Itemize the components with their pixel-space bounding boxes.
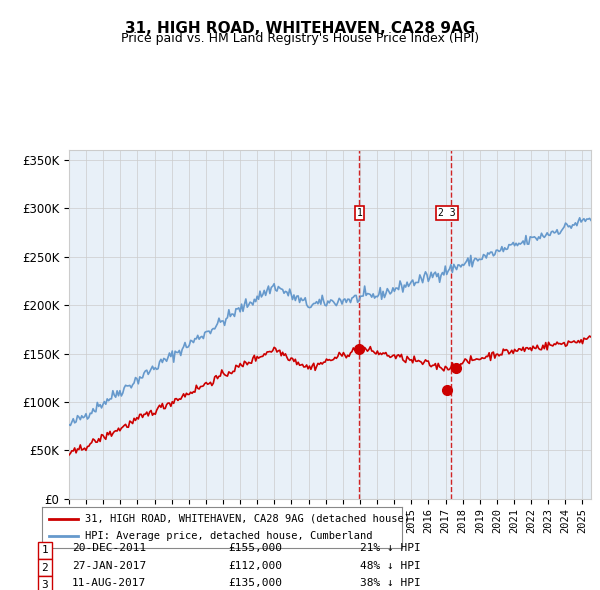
Text: £135,000: £135,000 (228, 578, 282, 588)
Text: £112,000: £112,000 (228, 560, 282, 571)
Text: 27-JAN-2017: 27-JAN-2017 (72, 560, 146, 571)
Text: 1: 1 (356, 208, 362, 218)
Text: 1: 1 (41, 546, 49, 555)
Text: £155,000: £155,000 (228, 543, 282, 553)
Text: 2 3: 2 3 (439, 208, 456, 218)
Text: 2: 2 (41, 563, 49, 572)
Text: 20-DEC-2011: 20-DEC-2011 (72, 543, 146, 553)
Text: 38% ↓ HPI: 38% ↓ HPI (360, 578, 421, 588)
Text: HPI: Average price, detached house, Cumberland: HPI: Average price, detached house, Cumb… (85, 531, 373, 541)
Text: Price paid vs. HM Land Registry's House Price Index (HPI): Price paid vs. HM Land Registry's House … (121, 32, 479, 45)
Text: 21% ↓ HPI: 21% ↓ HPI (360, 543, 421, 553)
Text: 31, HIGH ROAD, WHITEHAVEN, CA28 9AG: 31, HIGH ROAD, WHITEHAVEN, CA28 9AG (125, 21, 475, 35)
Text: 31, HIGH ROAD, WHITEHAVEN, CA28 9AG (detached house): 31, HIGH ROAD, WHITEHAVEN, CA28 9AG (det… (85, 514, 410, 524)
Text: 11-AUG-2017: 11-AUG-2017 (72, 578, 146, 588)
Text: 48% ↓ HPI: 48% ↓ HPI (360, 560, 421, 571)
Text: 3: 3 (41, 580, 49, 589)
